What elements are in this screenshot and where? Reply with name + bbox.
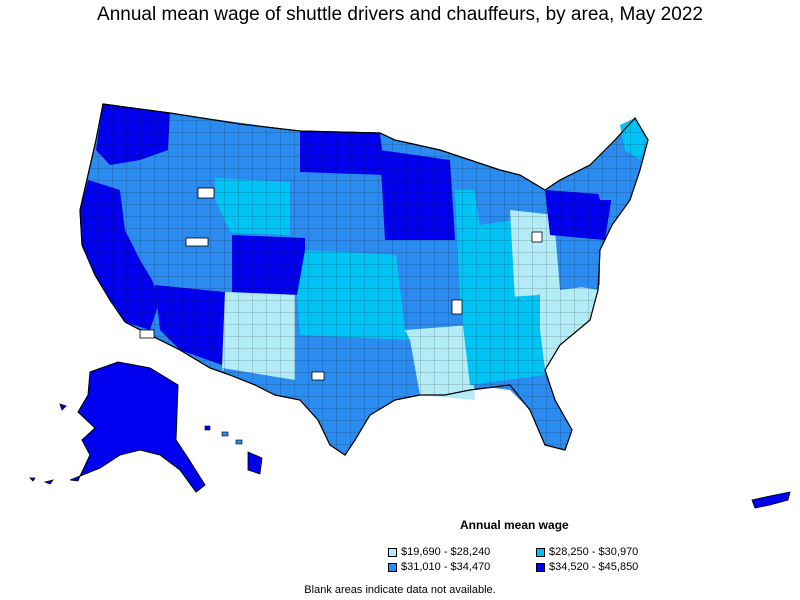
- map-title: Annual mean wage of shuttle drivers and …: [97, 4, 703, 25]
- legend-label: $31,010 - $34,470: [401, 561, 491, 573]
- legend-item: $28,250 - $30,970: [536, 546, 638, 558]
- blank-area: [531, 231, 543, 243]
- legend-item: $31,010 - $34,470: [388, 561, 490, 573]
- legend-swatch: [388, 547, 397, 557]
- legend-item: $19,690 - $28,240: [388, 546, 490, 558]
- legend-label: $19,690 - $28,240: [401, 546, 491, 558]
- legend-swatch: [536, 562, 545, 572]
- hawaii: [204, 425, 263, 475]
- alaska-islands: [29, 403, 81, 485]
- blank-area: [139, 329, 155, 339]
- legend-swatch: [536, 547, 545, 557]
- blank-area: [185, 237, 209, 247]
- legend-title: Annual mean wage: [460, 518, 569, 532]
- blank-area: [311, 371, 325, 381]
- blank-area: [197, 187, 215, 199]
- blank-areas-note: Blank areas indicate data not available.: [304, 584, 496, 596]
- legend-label: $28,250 - $30,970: [549, 546, 639, 558]
- legend-swatch: [388, 562, 397, 572]
- legend-label: $34,520 - $45,850: [549, 561, 639, 573]
- area-boundaries: [79, 103, 649, 456]
- legend-item: $34,520 - $45,850: [536, 561, 638, 573]
- contiguous-us: [79, 103, 649, 456]
- alaska: [77, 361, 206, 493]
- puerto-rico: [751, 491, 791, 509]
- blank-area: [451, 299, 463, 315]
